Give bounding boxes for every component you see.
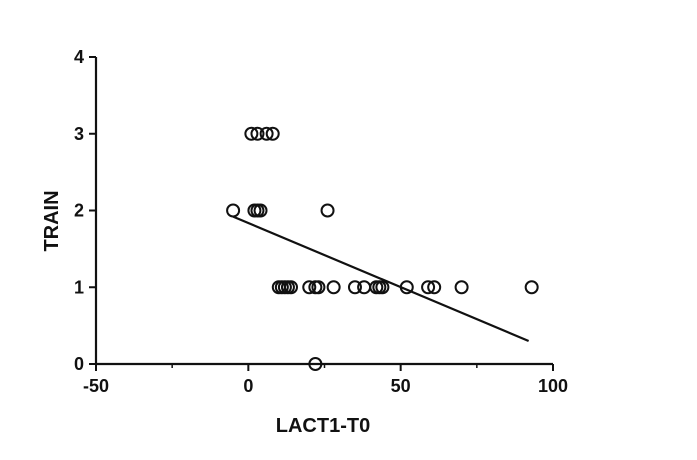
x-tick-label: 100: [538, 376, 568, 396]
y-tick-label: 2: [74, 201, 84, 221]
data-point: [308, 357, 323, 371]
data-point: [427, 280, 442, 295]
data-point: [524, 280, 539, 295]
data-point: [347, 280, 362, 295]
x-tick-label: 0: [243, 376, 253, 396]
y-tick-labels: 0 1 2 3 4: [74, 47, 84, 374]
data-point: [357, 280, 372, 295]
x-tick-label: -50: [83, 376, 109, 396]
data-point: [253, 203, 268, 218]
data-point: [302, 280, 317, 295]
data-point: [283, 280, 298, 295]
x-tick-labels: -50 0 50 100: [83, 376, 568, 396]
data-point: [265, 126, 280, 141]
data-point: [421, 280, 436, 295]
y-tick-label: 3: [74, 124, 84, 144]
y-tick-label: 4: [74, 47, 84, 67]
data-point: [326, 280, 341, 295]
data-points: [226, 126, 539, 371]
data-point: [375, 280, 390, 295]
data-point: [454, 280, 469, 295]
data-point: [226, 203, 241, 218]
x-tick-label: 50: [391, 376, 411, 396]
y-tick-label: 0: [74, 354, 84, 374]
data-point: [311, 280, 326, 295]
data-point: [244, 126, 259, 141]
y-axis-title: TRAIN: [41, 190, 63, 251]
x-axis-title: LACT1-T0: [276, 415, 370, 437]
data-point: [320, 203, 335, 218]
data-point: [250, 126, 265, 141]
axes: [89, 56, 554, 371]
data-point: [259, 126, 274, 141]
regression-line: [232, 215, 530, 342]
y-tick-label: 1: [74, 277, 84, 297]
